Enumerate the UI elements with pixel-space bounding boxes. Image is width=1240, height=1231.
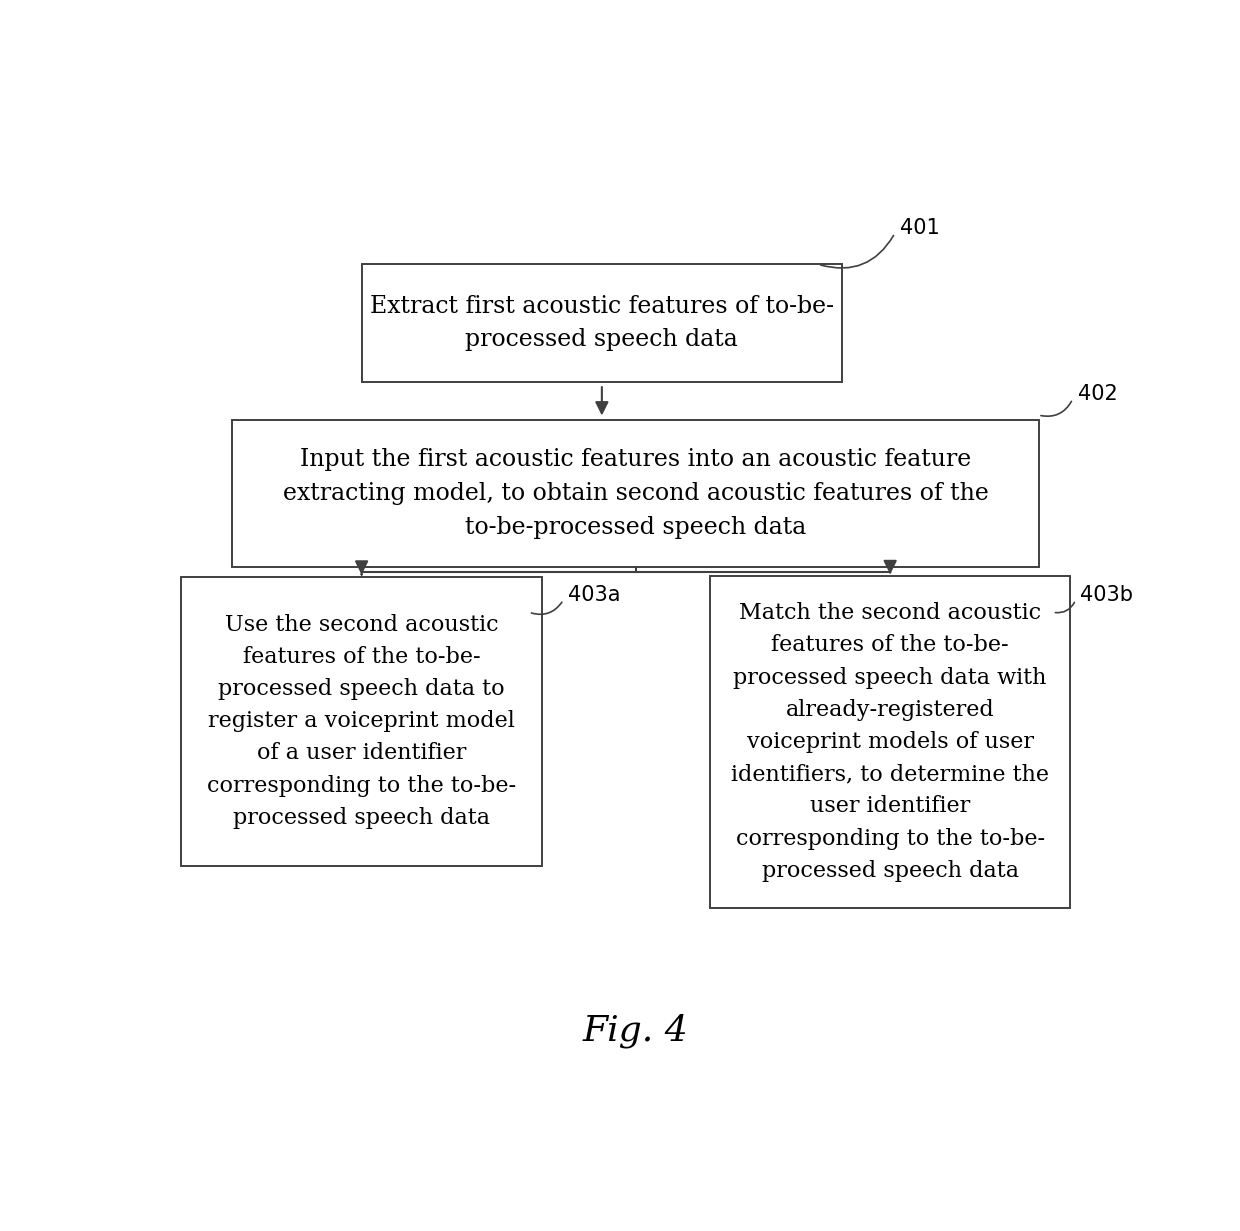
FancyBboxPatch shape <box>362 263 842 383</box>
Text: 403b: 403b <box>1080 585 1133 606</box>
FancyBboxPatch shape <box>181 576 542 865</box>
Text: 403a: 403a <box>568 585 621 606</box>
Text: Use the second acoustic
features of the to-be-
processed speech data to
register: Use the second acoustic features of the … <box>207 613 516 828</box>
FancyBboxPatch shape <box>711 576 1070 908</box>
Text: 401: 401 <box>900 218 940 239</box>
Text: Extract first acoustic features of to-be-
processed speech data: Extract first acoustic features of to-be… <box>370 294 833 352</box>
Text: Fig. 4: Fig. 4 <box>583 1014 688 1049</box>
Text: Match the second acoustic
features of the to-be-
processed speech data with
alre: Match the second acoustic features of th… <box>732 602 1049 881</box>
Text: 402: 402 <box>1078 384 1117 404</box>
FancyBboxPatch shape <box>232 420 1039 567</box>
Text: Input the first acoustic features into an acoustic feature
extracting model, to : Input the first acoustic features into a… <box>283 448 988 539</box>
